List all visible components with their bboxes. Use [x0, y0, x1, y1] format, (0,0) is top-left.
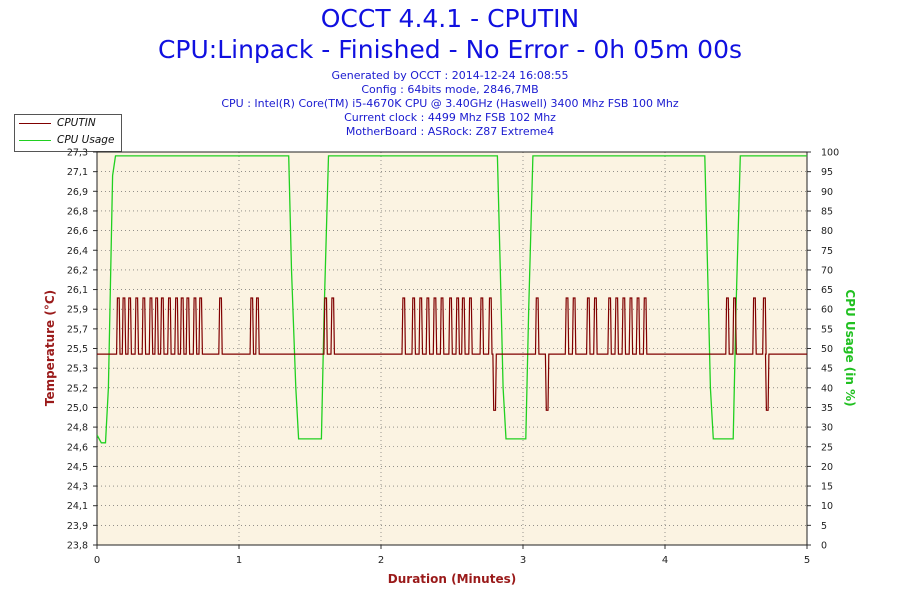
y-tick-label: 27,3	[67, 148, 88, 159]
y-tick-label: 25,5	[67, 344, 88, 355]
legend-label-cputin: CPUTIN	[57, 117, 96, 129]
y2-tick-label: 75	[821, 246, 833, 257]
chart-title: OCCT 4.4.1 - CPUTIN	[320, 4, 580, 33]
series-cputin-line	[97, 297, 807, 411]
y2-tick-label: 20	[821, 462, 833, 473]
y-tick-label: 23,8	[67, 541, 88, 552]
y-tick-label: 25,7	[67, 324, 88, 335]
y2-tick-label: 95	[821, 167, 833, 178]
plot-frame	[96, 151, 808, 546]
y-tick-label: 24,8	[67, 423, 88, 434]
x-tick-label: 2	[378, 555, 384, 566]
y2-tick-label: 55	[821, 324, 833, 335]
y2-tick-label: 60	[821, 305, 833, 316]
y2-tick-label: 30	[821, 423, 833, 434]
info-motherboard: MotherBoard : ASRock: Z87 Extreme4	[345, 125, 555, 138]
y-tick-label: 26,2	[67, 265, 88, 276]
y-tick-label: 26,6	[67, 226, 88, 237]
chart-legend: CPUTIN CPU Usage	[14, 114, 122, 152]
x-tick-label: 0	[94, 555, 100, 566]
y-tick-label: 26,9	[67, 187, 88, 198]
y2-tick-label: 0	[821, 541, 827, 552]
info-cpu: CPU : Intel(R) Core(TM) i5-4670K CPU @ 3…	[221, 97, 679, 110]
y-tick-label: 26,1	[67, 285, 88, 296]
legend-swatch-cputin	[19, 123, 51, 124]
info-config: Config : 64bits mode, 2846,7MB	[361, 83, 539, 96]
y2-tick-label: 85	[821, 206, 833, 217]
y2-tick-label: 15	[821, 482, 833, 493]
x-axis-label: Duration (Minutes)	[388, 572, 516, 586]
y-tick-label: 26,8	[67, 206, 88, 217]
info-generated: Generated by OCCT : 2014-12-24 16:08:55	[331, 69, 569, 82]
y-axis-label: Temperature (°C)	[43, 290, 57, 406]
x-tick-label: 5	[804, 555, 810, 566]
y-tick-label: 24,3	[67, 482, 88, 493]
y2-tick-label: 50	[821, 344, 833, 355]
y2-tick-label: 80	[821, 226, 833, 237]
chart-subtitle: CPU:Linpack - Finished - No Error - 0h 0…	[157, 35, 743, 64]
y2-axis-label: CPU Usage (in %)	[843, 289, 857, 406]
y2-tick-label: 35	[821, 403, 833, 414]
legend-swatch-cpu-usage	[19, 140, 51, 141]
x-tick-label: 4	[662, 555, 668, 566]
y2-tick-label: 70	[821, 265, 833, 276]
info-clock: Current clock : 4499 Mhz FSB 102 Mhz	[344, 111, 556, 124]
y-tick-label: 27,1	[67, 167, 88, 178]
y2-tick-label: 40	[821, 383, 833, 394]
series-cpu-usage-line	[97, 155, 807, 444]
y2-tick-label: 45	[821, 364, 833, 375]
y-tick-label: 25,3	[67, 364, 88, 375]
y-tick-label: 26,4	[67, 246, 88, 257]
y-tick-label: 24,5	[67, 462, 88, 473]
legend-label-cpu-usage: CPU Usage	[57, 134, 115, 146]
y2-tick-label: 10	[821, 501, 833, 512]
y2-tick-label: 5	[821, 521, 827, 532]
y2-tick-label: 25	[821, 442, 833, 453]
y-tick-label: 23,9	[67, 521, 88, 532]
y2-tick-label: 100	[821, 148, 839, 159]
y-tick-label: 24,6	[67, 442, 88, 453]
x-tick-label: 3	[520, 555, 526, 566]
y2-tick-label: 65	[821, 285, 833, 296]
y-tick-label: 25,9	[67, 305, 88, 316]
y2-tick-label: 90	[821, 187, 833, 198]
y-tick-label: 25,2	[67, 383, 88, 394]
x-tick-label: 1	[236, 555, 242, 566]
y-tick-label: 24,1	[67, 501, 88, 512]
y-tick-label: 25,0	[67, 403, 88, 414]
